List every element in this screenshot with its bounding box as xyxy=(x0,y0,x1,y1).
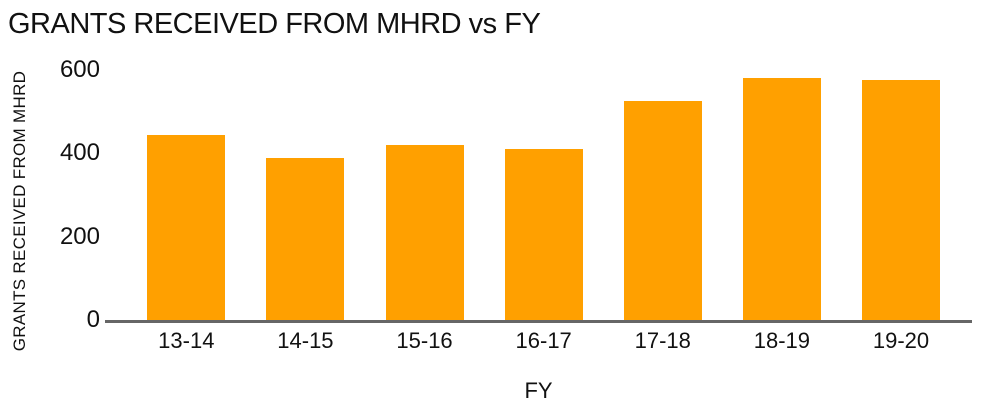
x-axis-title: FY xyxy=(524,378,553,403)
y-tick-label: 600 xyxy=(59,56,100,83)
bar-19-20 xyxy=(862,80,941,320)
x-tick-label: 15-16 xyxy=(396,328,453,353)
x-tick-label: 18-19 xyxy=(753,328,811,353)
x-tick-label: 13-14 xyxy=(158,328,215,353)
x-tick-label: 19-20 xyxy=(872,328,930,353)
x-tick-label: 14-15 xyxy=(277,328,334,353)
y-tick-label: 200 xyxy=(59,222,100,250)
y-tick-label: 400 xyxy=(59,139,100,167)
bar-14-15 xyxy=(266,157,345,320)
x-tick-label: 17-18 xyxy=(634,328,691,353)
x-axis-line xyxy=(105,320,972,323)
chart-title: GRANTS RECEIVED FROM MHRD vs FY xyxy=(8,8,541,40)
bar-17-18 xyxy=(623,101,702,320)
x-tick-label: 16-17 xyxy=(515,328,572,353)
bar-13-14 xyxy=(147,134,226,320)
bar-15-16 xyxy=(385,145,464,320)
bar-18-19 xyxy=(742,78,821,320)
y-tick-label: 0 xyxy=(86,306,100,333)
bar-16-17 xyxy=(504,149,583,320)
